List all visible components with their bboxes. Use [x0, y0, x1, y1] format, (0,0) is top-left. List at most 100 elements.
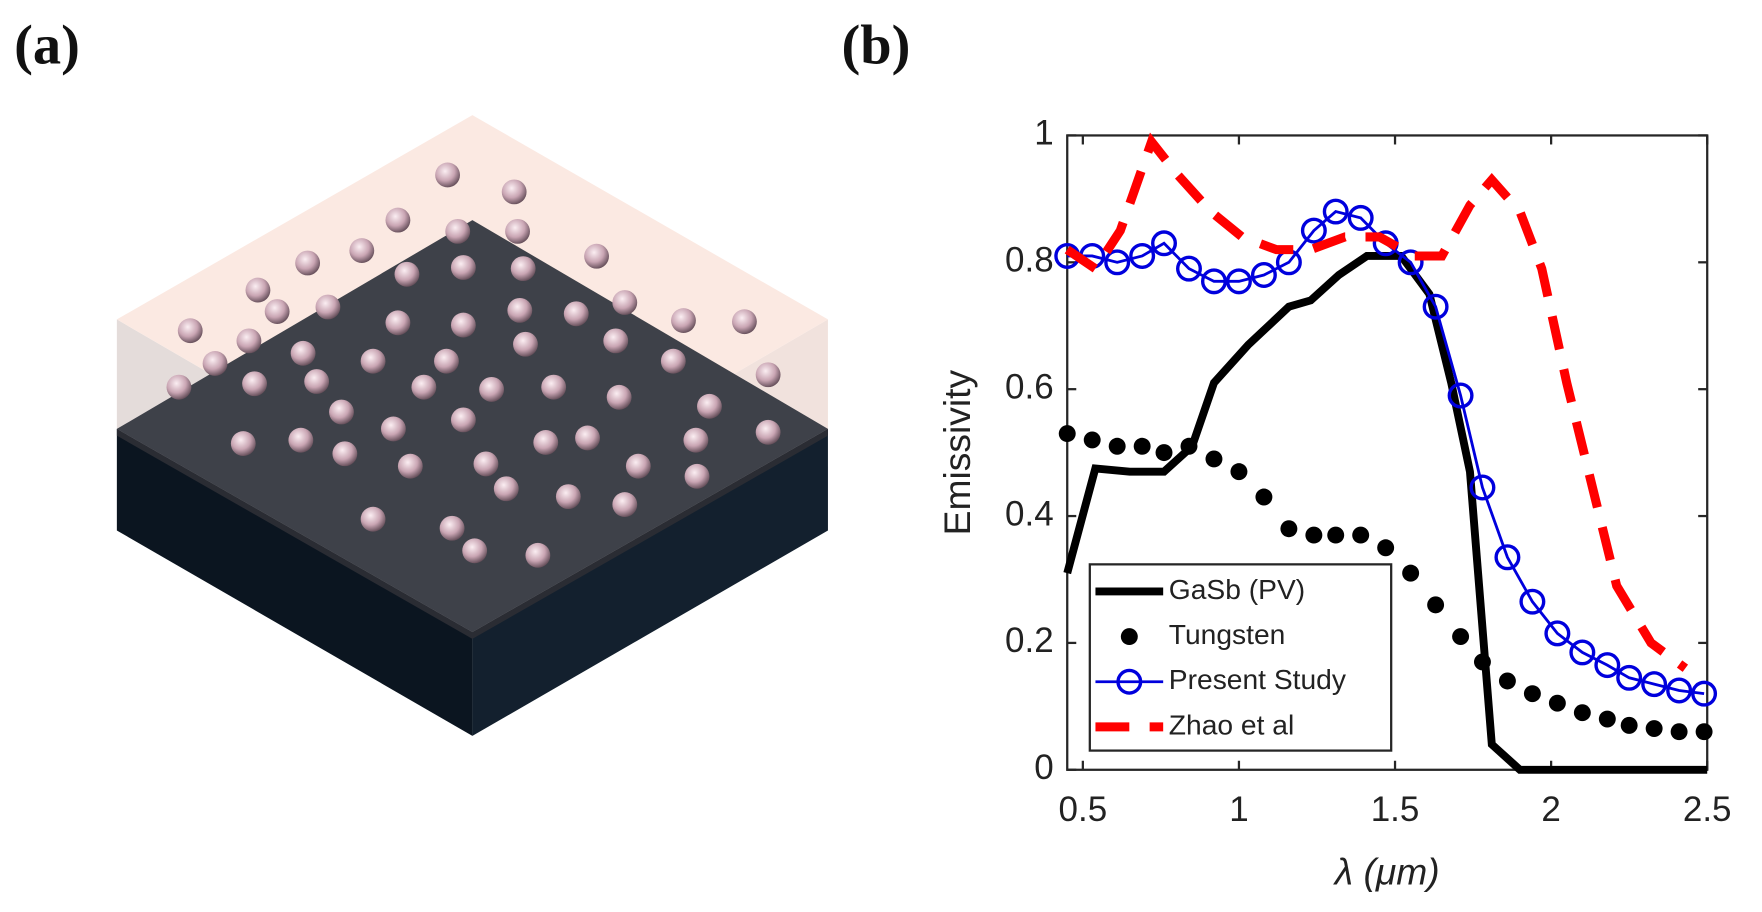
nanoparticle [683, 427, 709, 453]
data-point [1422, 293, 1449, 320]
nanoparticle [290, 340, 316, 366]
nanoparticle [332, 441, 358, 467]
nanoparticle [493, 476, 519, 502]
data-point [1083, 431, 1101, 449]
nanoparticle [671, 308, 696, 333]
data-point [1402, 564, 1420, 582]
data-point [1691, 680, 1718, 707]
nanoparticle [450, 312, 476, 338]
structure-illustration [116, 115, 828, 736]
y-tick-label: 0.2 [1005, 621, 1054, 660]
data-point [1620, 716, 1638, 734]
nanoparticle [563, 301, 589, 327]
nanoparticle [533, 430, 559, 455]
nanoparticle [349, 238, 375, 263]
nanoparticle [450, 255, 476, 280]
nanoparticle [606, 384, 632, 410]
x-axis-label: λ (μm) [1333, 851, 1440, 893]
y-tick-label: 1 [1034, 114, 1053, 153]
data-point [1058, 425, 1076, 443]
data-point [1469, 474, 1496, 501]
nanoparticle [445, 218, 471, 244]
x-tick-label: 2.5 [1683, 790, 1732, 829]
panel-label: (a) [14, 15, 80, 77]
data-point [1225, 268, 1252, 295]
nanoparticle [473, 451, 499, 477]
data-point [1133, 437, 1151, 455]
nanoparticle [230, 431, 256, 456]
nanoparticle [479, 376, 505, 402]
nanoparticle [439, 515, 465, 541]
nanoparticle [242, 371, 267, 397]
nanoparticle [612, 290, 638, 315]
x-tick-label: 2 [1541, 790, 1560, 829]
panel-label: (b) [841, 15, 910, 77]
plot-area: 0.5 1 1.5 2 2.5 0 0.2 0.4 0.6 0.8 1 λ (μm) Emissivit… [936, 114, 1732, 893]
data-point [1180, 437, 1198, 455]
data-point [1155, 444, 1173, 462]
nanoparticle [732, 309, 757, 335]
nanoparticle [304, 369, 330, 394]
data-point [1498, 672, 1516, 690]
data-point [1569, 639, 1596, 666]
nanoparticle [264, 299, 290, 324]
series-line [1063, 252, 1708, 774]
data-point [1327, 526, 1345, 544]
data-point [1594, 652, 1621, 679]
data-point [1573, 704, 1591, 722]
data-point [1129, 242, 1156, 269]
nanoparticle [507, 297, 533, 323]
data-point [1645, 720, 1663, 738]
legend-entry: Zhao et al [1095, 708, 1294, 740]
legend-entry: Present Study [1095, 663, 1347, 695]
legend-label: GaSb (PV) [1169, 573, 1305, 605]
data-point [1104, 249, 1131, 276]
data-point [1352, 526, 1370, 544]
data-point [1377, 539, 1395, 557]
data-point [1205, 450, 1223, 468]
nanoparticle [575, 425, 600, 451]
data-point [1544, 620, 1571, 647]
data-point [1616, 664, 1643, 691]
data-point [1230, 463, 1248, 481]
nanoparticle [755, 419, 781, 445]
nanoparticle [697, 393, 722, 419]
nanoparticle [525, 542, 551, 568]
nanoparticle [434, 348, 459, 374]
data-point [1322, 198, 1349, 225]
data-point [1548, 694, 1566, 712]
legend-label: Zhao et al [1169, 708, 1294, 740]
nanoparticle [288, 427, 314, 453]
nanoparticle [450, 407, 476, 433]
data-point [1347, 204, 1374, 231]
data-point [1176, 255, 1202, 282]
legend-swatch [1116, 668, 1143, 695]
data-point [1305, 526, 1323, 544]
nanoparticle [329, 399, 354, 425]
x-tick-label: 1.5 [1371, 790, 1420, 829]
plot-frame [1066, 134, 1709, 771]
y-tick-label: 0 [1034, 748, 1053, 787]
series-line [1064, 132, 1689, 672]
nanoparticle [177, 318, 203, 344]
data-point [1452, 628, 1470, 646]
data-point [1666, 677, 1693, 704]
nanoparticle [380, 416, 406, 442]
x-tick-label: 1 [1229, 790, 1248, 829]
nanoparticle [684, 463, 710, 489]
nanoparticle [202, 351, 228, 376]
y-axis-label: Emissivity [936, 369, 978, 535]
nanoparticle [660, 348, 686, 374]
data-point [1494, 544, 1521, 571]
nanoparticle [397, 453, 423, 479]
nanoparticle [166, 374, 192, 400]
nanoparticle [755, 362, 781, 388]
nanoparticle [510, 256, 536, 282]
nanoparticle [385, 310, 411, 336]
nanoparticle [603, 328, 629, 354]
data-point [1280, 520, 1298, 538]
data-point [1598, 710, 1616, 728]
legend-label: Tungsten [1169, 618, 1286, 650]
data-point [1300, 217, 1327, 244]
